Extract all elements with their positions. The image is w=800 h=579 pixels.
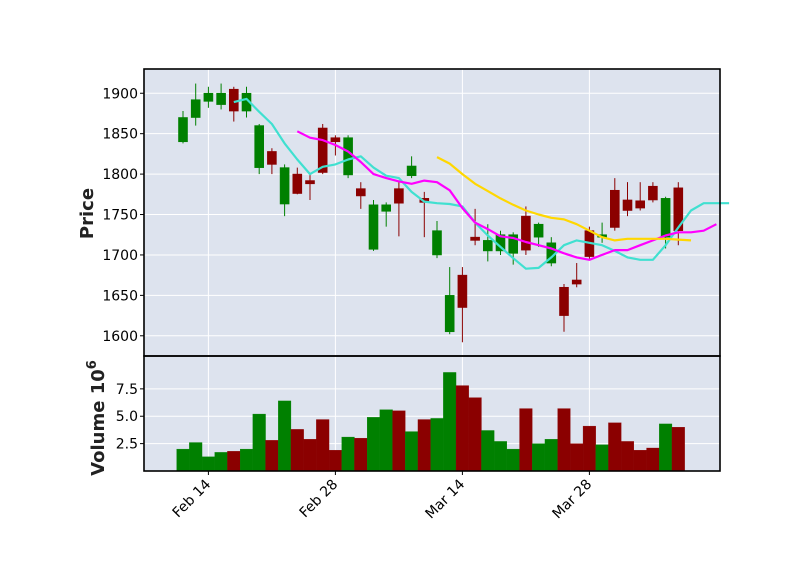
volume-bar — [430, 418, 444, 472]
date-tick-label: Mar 14 — [422, 476, 468, 522]
volume-bar — [608, 422, 622, 472]
candle-body-down — [635, 200, 646, 209]
volume-bar — [544, 439, 558, 472]
price-tick-label: 1600 — [102, 329, 138, 345]
volume-bar — [455, 385, 469, 472]
volume-bar — [646, 447, 660, 472]
volume-tick-label: 5.0 — [116, 409, 138, 425]
candle-body-down — [470, 236, 480, 241]
candle-body-up — [203, 92, 214, 102]
candle-body-down — [559, 286, 569, 316]
candle-body-down — [229, 88, 239, 112]
volume-bar — [468, 397, 482, 472]
candle-body-up — [368, 204, 379, 250]
candle-body-up — [432, 230, 442, 256]
moving-average-line-ma-mid — [296, 130, 717, 261]
candle-body-up — [533, 223, 544, 238]
volume-bar — [252, 413, 266, 472]
volume-bar — [443, 372, 457, 472]
candle-body-down — [305, 180, 315, 185]
candle-body-up — [190, 99, 201, 118]
volume-bar — [201, 456, 215, 472]
candle-body-up — [381, 204, 392, 212]
volume-bar — [481, 430, 495, 472]
volume-bar — [239, 448, 253, 472]
candle-body-up — [660, 198, 671, 238]
volume-bar — [532, 443, 546, 472]
date-tick-label: Feb 28 — [297, 477, 342, 522]
volume-bar — [570, 443, 584, 472]
candle-body-down — [394, 188, 404, 204]
volume-bar — [506, 448, 520, 472]
price-tick-label: 1900 — [102, 86, 138, 102]
volume-bar — [405, 431, 419, 472]
volume-tick-label: 7.5 — [116, 382, 138, 398]
volume-panel-frame — [143, 355, 721, 472]
candle-body-up — [343, 137, 353, 176]
volume-axis-label: Volume 106 — [85, 360, 109, 476]
volume-bar — [227, 451, 241, 472]
volume-bar — [341, 436, 355, 472]
price-tick-label: 1750 — [102, 208, 138, 224]
volume-bar — [621, 441, 635, 472]
moving-average-line-ma-short — [233, 97, 730, 270]
candle-body-up — [482, 240, 493, 252]
price-tick-label: 1800 — [102, 167, 138, 183]
volume-bar — [379, 409, 393, 472]
volume-bar — [214, 452, 228, 472]
volume-bar — [265, 440, 279, 472]
candle-body-down — [267, 151, 277, 165]
volume-tick-label: 2.5 — [116, 437, 138, 453]
candle-body-down — [330, 137, 341, 143]
volume-bar — [290, 429, 304, 472]
volume-panel — [144, 356, 720, 472]
moving-average-line-ma-long — [436, 156, 692, 242]
volume-bar — [417, 419, 431, 472]
candle-body-up — [279, 167, 290, 205]
candle-body-up — [406, 165, 417, 177]
candle-body-up — [508, 234, 519, 254]
date-tick-label: Mar 28 — [549, 477, 595, 523]
candle-body-down — [292, 173, 303, 194]
volume-bar — [582, 425, 596, 472]
volume-bar — [519, 408, 533, 472]
price-plot-background — [144, 69, 720, 356]
candle-body-up — [254, 125, 264, 168]
price-axis-label: Price — [77, 188, 98, 239]
candle-body-down — [457, 274, 468, 308]
volume-bar — [659, 423, 673, 472]
candle-body-down — [355, 188, 366, 197]
volume-bar — [633, 450, 647, 472]
price-tick-label: 1850 — [102, 127, 138, 143]
volume-bar — [328, 450, 342, 472]
price-tick-label: 1650 — [102, 288, 138, 304]
candle-body-down — [317, 127, 328, 173]
candle-body-up — [444, 295, 455, 333]
volume-bar — [493, 441, 507, 472]
date-tick-label: Feb 14 — [170, 476, 215, 521]
volume-bar — [176, 448, 190, 472]
candle-body-down — [648, 185, 658, 201]
volume-bar — [595, 444, 609, 472]
candle-body-up — [216, 92, 226, 105]
price-panel — [144, 69, 730, 356]
volume-bar — [557, 408, 571, 472]
candle-body-down — [609, 189, 620, 228]
candle-body-down — [521, 215, 531, 251]
volume-bar — [671, 427, 685, 472]
volume-bar — [316, 419, 330, 472]
candle-body-down — [622, 199, 633, 211]
candle-body-down — [673, 187, 684, 231]
volume-bar — [392, 410, 406, 472]
volume-bar — [278, 400, 292, 472]
volume-bar — [354, 437, 368, 472]
volume-bar — [366, 417, 380, 472]
price-tick-label: 1700 — [102, 248, 138, 264]
volume-bar — [189, 442, 203, 472]
volume-bar — [303, 439, 317, 472]
candle-body-up — [178, 117, 188, 143]
candle-body-down — [571, 279, 582, 285]
